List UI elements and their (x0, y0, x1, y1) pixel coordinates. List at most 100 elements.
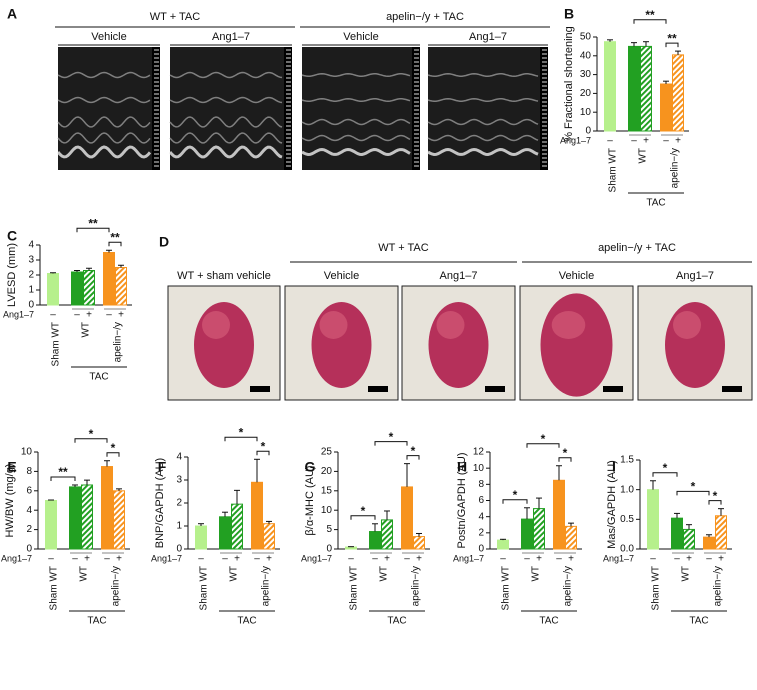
group-label: Sham WT (51, 322, 62, 366)
significance-bracket (526, 443, 560, 448)
panel-letter: B (564, 6, 574, 22)
heart (540, 293, 613, 397)
treatment-mark: – (254, 554, 260, 565)
panel-letter: C (7, 228, 17, 244)
significance-label: * (261, 439, 266, 453)
bar (69, 486, 81, 550)
echo-trace (301, 118, 411, 126)
group-label: apelin−/y (261, 566, 272, 606)
bar (113, 490, 125, 550)
bar (263, 523, 275, 550)
y-tick-label: 4 (28, 240, 34, 251)
y-tick-label: 8 (26, 466, 32, 477)
significance-label: ** (88, 216, 98, 230)
treatment-mark: + (686, 554, 692, 565)
tac-label: TAC (646, 198, 665, 209)
y-tick-label: 10 (321, 505, 333, 516)
column-header: Ang1–7 (440, 270, 478, 282)
bar (401, 486, 413, 550)
tac-label: TAC (387, 616, 406, 627)
column-header: Vehicle (559, 270, 594, 282)
y-tick-label: 10 (21, 447, 33, 458)
significance-label: * (713, 489, 718, 503)
y-tick-label: 3 (176, 475, 182, 486)
y-tick-label: 0 (28, 300, 34, 311)
echo-ruler (152, 47, 160, 170)
significance-bracket (633, 19, 667, 24)
significance-bracket (74, 438, 108, 443)
significance-bracket (224, 436, 258, 442)
column-header: Ang1–7 (469, 31, 507, 43)
y-tick-label: 0 (585, 126, 591, 137)
treatment-mark: – (650, 554, 656, 565)
treatment-mark: + (86, 310, 92, 321)
bar (83, 270, 95, 306)
panel-letter: G (305, 459, 316, 475)
bar (521, 518, 533, 550)
treatment-label: Ang1–7 (3, 309, 34, 319)
y-tick-label: 12 (473, 447, 485, 458)
group-label: apelin−/y (713, 566, 724, 606)
y-tick-label: 1.0 (620, 484, 634, 495)
treatment-mark: + (643, 136, 649, 147)
y-tick-label: 4 (176, 452, 182, 463)
panel-letter: E (7, 459, 16, 475)
group-label: Sham WT (349, 566, 360, 610)
significance-label: * (691, 480, 696, 494)
echo-trace (301, 73, 411, 77)
significance-bracket (50, 476, 76, 481)
echo-trace (169, 96, 283, 104)
y-tick-label: 1 (28, 285, 34, 296)
bar (565, 525, 577, 550)
group-label: Sham WT (49, 566, 60, 610)
echo-trace (301, 98, 411, 102)
echo-trace (169, 71, 283, 79)
tac-label: TAC (689, 616, 708, 627)
bar (553, 479, 565, 550)
y-axis-label: HW/BW (mg/g) (4, 464, 16, 538)
significance-label: * (663, 461, 668, 475)
group-label: apelin−/y (670, 148, 681, 188)
bar (672, 54, 684, 132)
group-label: apelin−/y (111, 566, 122, 606)
significance-bracket (502, 499, 528, 504)
bar (671, 517, 683, 550)
treatment-mark: – (372, 554, 378, 565)
y-tick-label: 50 (580, 32, 592, 43)
significance-label: ** (645, 8, 655, 22)
treatment-mark: + (416, 554, 422, 565)
echo-trace (57, 132, 151, 144)
y-tick-label: 0 (176, 544, 182, 555)
y-tick-label: 10 (580, 107, 592, 118)
treatment-mark: – (72, 554, 78, 565)
y-tick-label: 4 (26, 505, 32, 516)
group-label: WT (681, 566, 692, 582)
echo-trace (169, 116, 283, 128)
y-tick-label: 6 (478, 495, 484, 506)
treatment-mark: – (631, 136, 637, 147)
significance-bracket (558, 457, 572, 462)
group-header: apelin−/y + TAC (386, 11, 464, 23)
y-tick-label: 20 (580, 88, 592, 99)
bar (683, 528, 695, 550)
column-header: Ang1–7 (212, 31, 250, 43)
column-header: Vehicle (91, 31, 126, 43)
y-tick-label: 2 (28, 270, 34, 281)
treatment-mark: + (234, 554, 240, 565)
scale-bar (722, 386, 742, 392)
treatment-label: Ang1–7 (603, 553, 634, 563)
group-label: Sham WT (608, 148, 619, 192)
bar (533, 508, 545, 550)
treatment-label: Ang1–7 (560, 135, 591, 145)
treatment-mark: – (500, 554, 506, 565)
significance-label: * (563, 446, 568, 460)
y-tick-label: 1 (176, 521, 182, 532)
tac-label: TAC (237, 616, 256, 627)
y-tick-label: 8 (478, 479, 484, 490)
y-axis-label: BNP/GAPDH (AU) (154, 458, 166, 548)
heart-highlight (551, 311, 586, 339)
significance-label: * (111, 441, 116, 455)
treatment-mark: – (74, 310, 80, 321)
y-tick-label: 30 (580, 69, 592, 80)
heart-highlight (202, 311, 230, 339)
